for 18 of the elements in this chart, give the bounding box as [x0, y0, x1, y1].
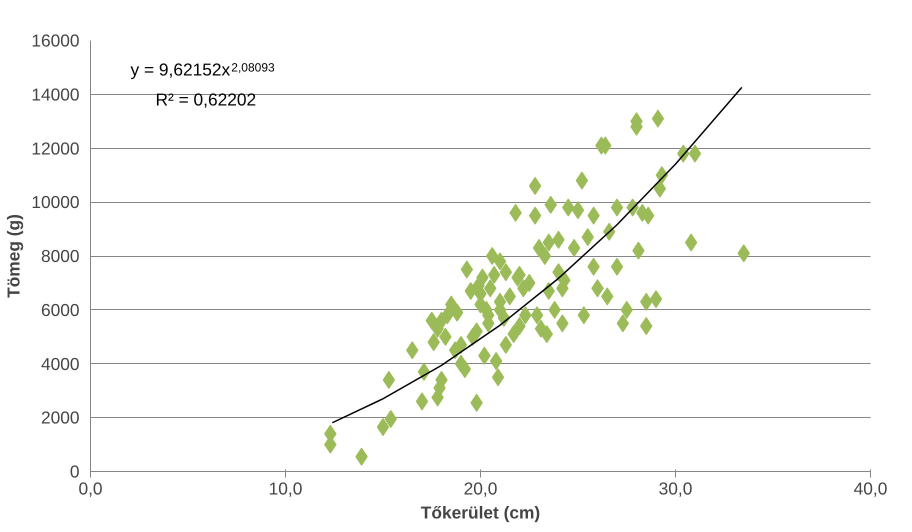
y-tick-label: 8000 — [40, 246, 80, 266]
x-tick-label: 10,0 — [268, 478, 302, 498]
x-tick-label: 0,0 — [78, 478, 103, 498]
y-tick-label: 6000 — [40, 300, 80, 320]
annotation: R² = 0,62202 — [156, 90, 256, 110]
x-tick-label: 20,0 — [464, 478, 498, 498]
x-tick-label: 30,0 — [658, 478, 692, 498]
y-tick-label: 4000 — [40, 354, 80, 374]
y-tick-label: 0 — [70, 462, 80, 482]
x-axis-title: Tőkerület (cm) — [420, 502, 540, 522]
x-tick-label: 40,0 — [854, 478, 888, 498]
y-tick-label: 14000 — [31, 84, 80, 104]
y-tick-label: 10000 — [31, 192, 80, 212]
y-tick-label: 12000 — [31, 138, 80, 158]
line-series — [332, 86, 743, 424]
y-tick-label: 2000 — [40, 408, 80, 428]
y-axis-title: Tömeg (g) — [3, 214, 24, 298]
y-tick-label: 16000 — [31, 30, 80, 50]
